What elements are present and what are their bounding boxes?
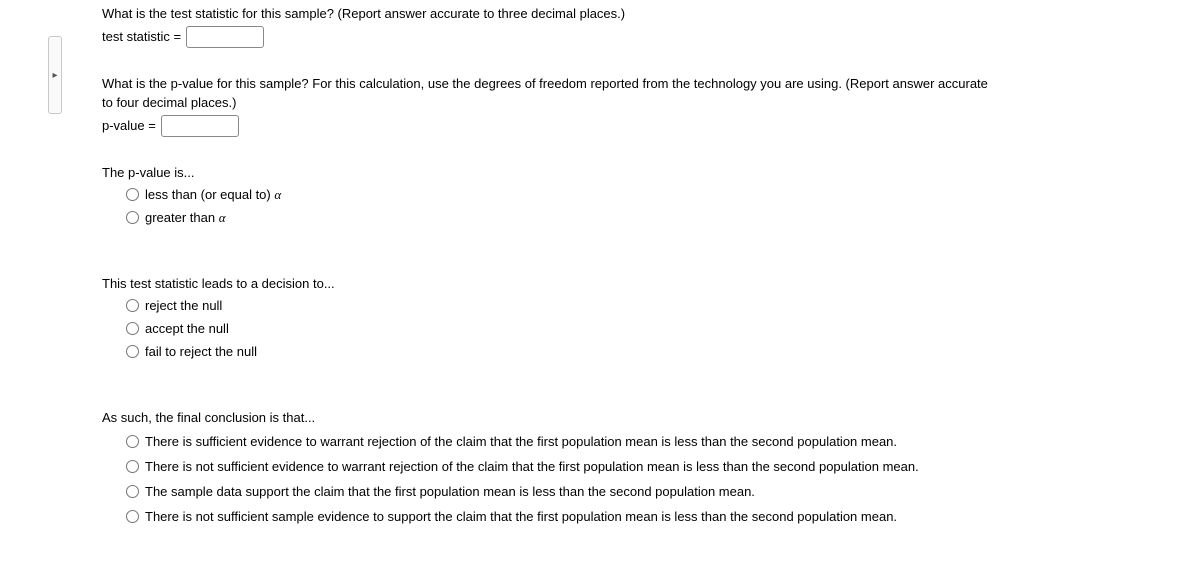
radio-reject-null[interactable] <box>126 299 139 312</box>
prompt-text: As such, the final conclusion is that... <box>102 408 1102 428</box>
field-label: test statistic = <box>102 29 181 44</box>
radio-label: fail to reject the null <box>145 343 257 362</box>
question-p-value: What is the p-value for this sample? For… <box>102 74 1102 137</box>
radio-label: accept the null <box>145 320 229 339</box>
test-statistic-input[interactable] <box>186 26 264 48</box>
expand-side-tab[interactable]: ▸ <box>48 36 62 114</box>
radio-label: There is sufficient evidence to warrant … <box>145 433 897 452</box>
prompt-text: The p-value is... <box>102 163 1102 183</box>
radio-label: There is not sufficient evidence to warr… <box>145 458 919 477</box>
question-conclusion: As such, the final conclusion is that...… <box>102 408 1102 527</box>
radio-conclusion-b[interactable] <box>126 460 139 473</box>
question-content: What is the test statistic for this samp… <box>102 4 1102 553</box>
question-test-statistic: What is the test statistic for this samp… <box>102 4 1102 48</box>
radio-accept-null[interactable] <box>126 322 139 335</box>
radio-fail-to-reject-null[interactable] <box>126 345 139 358</box>
radio-label: greater than α <box>145 209 226 228</box>
prompt-text: This test statistic leads to a decision … <box>102 274 1102 294</box>
question-decision: This test statistic leads to a decision … <box>102 274 1102 362</box>
prompt-text: What is the test statistic for this samp… <box>102 4 1102 24</box>
chevron-right-icon: ▸ <box>52 70 57 81</box>
field-label: p-value = <box>102 118 156 133</box>
radio-conclusion-a[interactable] <box>126 435 139 448</box>
radio-label: There is not sufficient sample evidence … <box>145 508 897 527</box>
radio-label: less than (or equal to) α <box>145 186 281 205</box>
radio-conclusion-d[interactable] <box>126 510 139 523</box>
radio-label: The sample data support the claim that t… <box>145 483 755 502</box>
p-value-input[interactable] <box>161 115 239 137</box>
radio-label: reject the null <box>145 297 222 316</box>
prompt-text: What is the p-value for this sample? For… <box>102 74 1002 113</box>
radio-less-than-alpha[interactable] <box>126 188 139 201</box>
radio-greater-than-alpha[interactable] <box>126 211 139 224</box>
radio-conclusion-c[interactable] <box>126 485 139 498</box>
question-pvalue-compare: The p-value is... less than (or equal to… <box>102 163 1102 228</box>
